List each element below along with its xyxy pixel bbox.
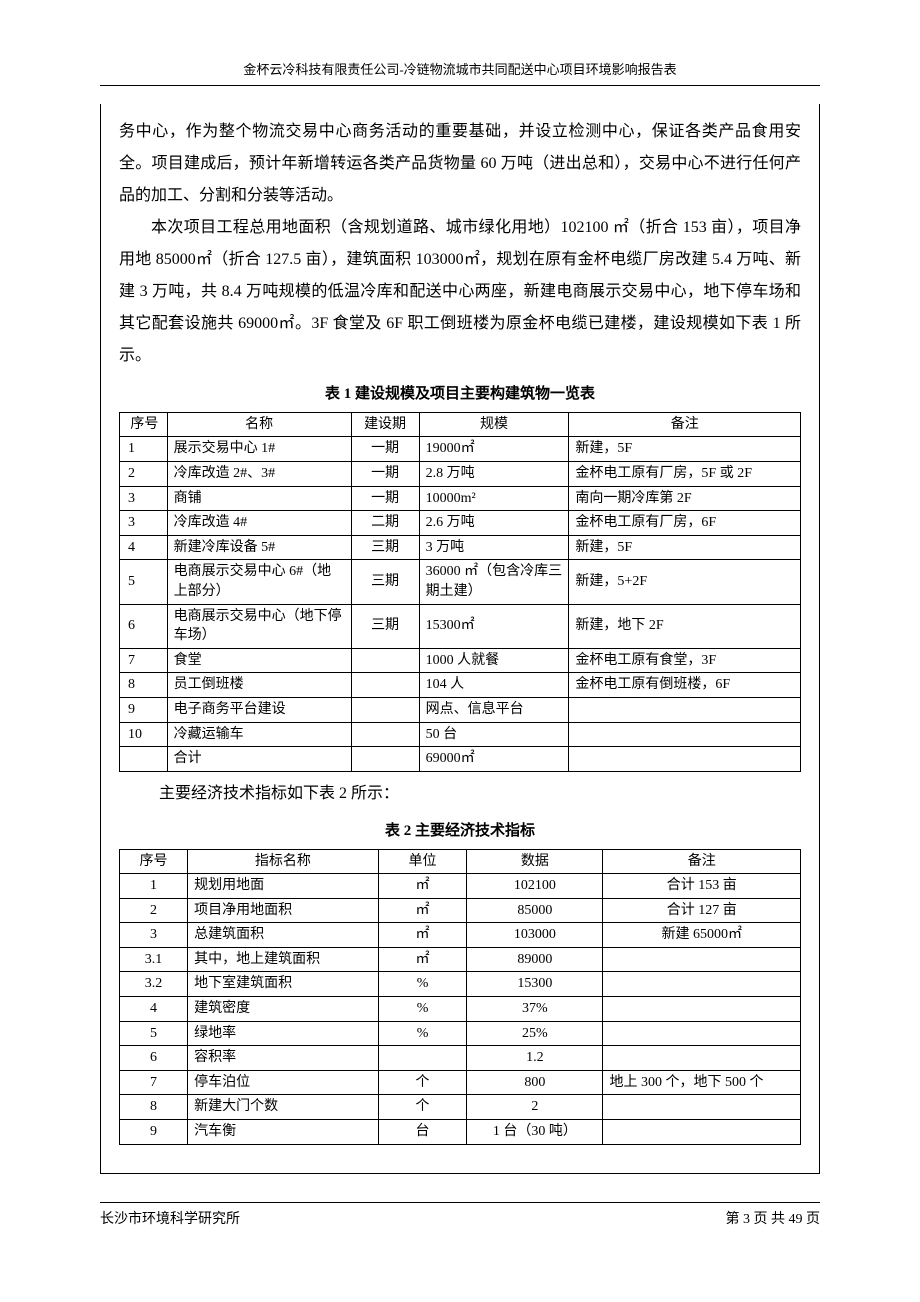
table2-header-row: 序号 指标名称 单位 数据 备注 [120,849,801,874]
footer-left: 长沙市环境科学研究所 [100,1209,240,1231]
paragraph-2: 本次项目工程总用地面积（含规划道路、城市绿化用地）102100 ㎡（折合 153… [119,212,801,372]
table-row: 3.2地下室建筑面积%15300 [120,972,801,997]
table-row: 6电商展示交易中心（地下停车场）三期15300㎡新建，地下 2F [120,604,801,648]
page-footer: 长沙市环境科学研究所 第 3 页 共 49 页 [100,1209,820,1231]
table-row: 6容积率1.2 [120,1046,801,1071]
table1-caption: 表 1 建设规模及项目主要构建筑物一览表 [119,382,801,406]
table-1: 序号 名称 建设期 规模 备注 1展示交易中心 1#一期19000㎡新建，5F … [119,412,801,772]
table-row: 8新建大门个数个2 [120,1095,801,1120]
table-row: 8员工倒班楼104 人金杯电工原有倒班楼，6F [120,673,801,698]
paragraph-1: 务中心，作为整个物流交易中心商务活动的重要基础，并设立检测中心，保证各类产品食用… [119,116,801,212]
table-row: 4建筑密度%37% [120,997,801,1022]
content-box: 务中心，作为整个物流交易中心商务活动的重要基础，并设立检测中心，保证各类产品食用… [100,104,820,1174]
t1-h1: 名称 [167,412,351,437]
table-row: 7食堂1000 人就餐金杯电工原有食堂，3F [120,648,801,673]
between-tables-note: 主要经济技术指标如下表 2 所示： [119,780,801,809]
table-row: 5电商展示交易中心 6#（地上部分）三期36000 ㎡（包含冷库三期土建）新建，… [120,560,801,604]
t1-h0: 序号 [120,412,168,437]
table-row: 3.1其中，地上建筑面积㎡89000 [120,947,801,972]
table-row: 1规划用地面㎡102100合计 153 亩 [120,874,801,899]
table-row: 9电子商务平台建设网点、信息平台 [120,697,801,722]
table-row: 3总建筑面积㎡103000新建 65000㎡ [120,923,801,948]
t2-h1: 指标名称 [188,849,379,874]
footer-right: 第 3 页 共 49 页 [726,1209,821,1231]
table-row: 1展示交易中心 1#一期19000㎡新建，5F [120,437,801,462]
t1-h2: 建设期 [351,412,419,437]
header-rule [100,85,820,86]
table-row: 9汽车衡台1 台（30 吨） [120,1120,801,1145]
table-2: 序号 指标名称 单位 数据 备注 1规划用地面㎡102100合计 153 亩 2… [119,849,801,1145]
doc-header-title: 金杯云冷科技有限责任公司-冷链物流城市共同配送中心项目环境影响报告表 [100,60,820,81]
table1-header-row: 序号 名称 建设期 规模 备注 [120,412,801,437]
table2-caption: 表 2 主要经济技术指标 [119,819,801,843]
table-row: 10冷藏运输车50 台 [120,722,801,747]
table-row: 7停车泊位个800地上 300 个，地下 500 个 [120,1070,801,1095]
t2-h0: 序号 [120,849,188,874]
t1-h3: 规模 [419,412,569,437]
table-row: 4新建冷库设备 5#三期3 万吨新建，5F [120,535,801,560]
table-row: 2冷库改造 2#、3#一期2.8 万吨金杯电工原有厂房，5F 或 2F [120,461,801,486]
table-row: 5绿地率%25% [120,1021,801,1046]
t2-h4: 备注 [603,849,801,874]
footer-rule [100,1202,820,1203]
table-row: 2项目净用地面积㎡85000合计 127 亩 [120,898,801,923]
t2-h3: 数据 [467,849,603,874]
table-row: 3冷库改造 4#二期2.6 万吨金杯电工原有厂房，6F [120,511,801,536]
t1-h4: 备注 [569,412,801,437]
table-row: 3商铺一期10000m²南向一期冷库第 2F [120,486,801,511]
table-row: 合计69000㎡ [120,747,801,772]
t2-h2: 单位 [378,849,467,874]
